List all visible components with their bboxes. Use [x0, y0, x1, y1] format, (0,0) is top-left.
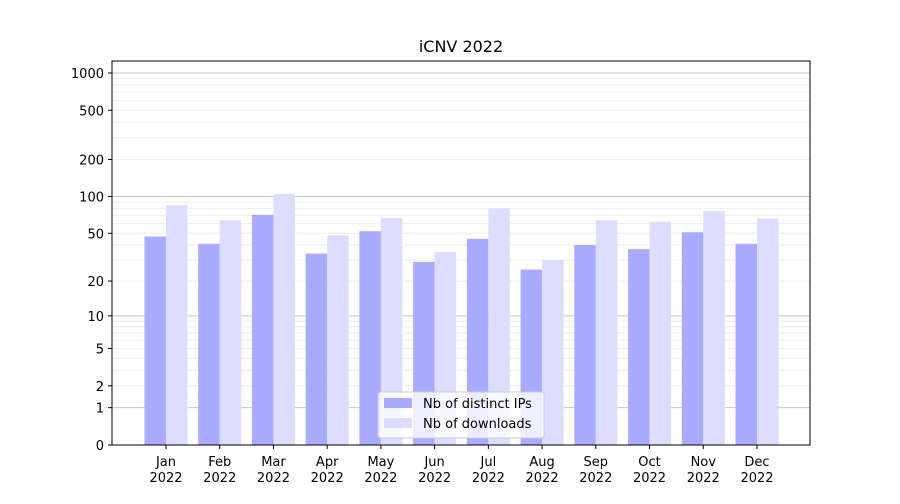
bar-distinct-ips — [681, 232, 704, 445]
y-tick-label: 200 — [79, 153, 104, 168]
bar-distinct-ips — [359, 231, 381, 445]
x-tick-label: 2022 — [203, 471, 236, 486]
y-tick-label: 50 — [87, 227, 104, 242]
legend: Nb of distinct IPs Nb of downloads — [377, 391, 545, 439]
legend-swatch — [384, 418, 412, 428]
legend-box — [377, 391, 545, 439]
x-tick-label: Oct — [638, 455, 660, 470]
x-tick-label: 2022 — [526, 471, 559, 486]
bar-downloads — [649, 221, 672, 445]
legend-label: Nb of downloads — [423, 417, 532, 432]
x-tick-label: 2022 — [740, 471, 773, 486]
bar-downloads — [219, 220, 242, 445]
bar-distinct-ips — [574, 245, 596, 445]
bar-downloads — [166, 205, 188, 445]
y-tick-label: 2 — [96, 380, 104, 395]
bar-downloads — [595, 220, 618, 445]
chart-title: iCNV 2022 — [419, 37, 503, 56]
bar-distinct-ips — [251, 214, 274, 445]
x-tick-label: 2022 — [579, 471, 612, 486]
x-tick-label: Feb — [208, 455, 231, 470]
x-tick-label: 2022 — [418, 471, 451, 486]
bar-downloads — [273, 193, 295, 445]
x-tick-label: 2022 — [472, 471, 505, 486]
x-tick-label: Apr — [316, 455, 339, 470]
bar-downloads — [380, 217, 403, 445]
bar-distinct-ips — [198, 243, 220, 445]
x-tick-label: Jul — [480, 455, 497, 470]
legend-label: Nb of distinct IPs — [423, 397, 532, 412]
y-tick-label: 5 — [96, 343, 104, 358]
x-tick-label: Jun — [423, 455, 444, 470]
y-tick-label: 1000 — [71, 67, 104, 82]
bar-downloads — [703, 211, 725, 445]
bar-distinct-ips — [628, 249, 650, 445]
bar-downloads — [542, 260, 564, 445]
x-tick-label: Aug — [529, 455, 554, 470]
x-tick-label: 2022 — [687, 471, 720, 486]
x-tick-label: Dec — [744, 455, 769, 470]
plot-frame — [111, 60, 811, 446]
legend-swatch — [384, 398, 412, 408]
x-tick-label: 2022 — [364, 471, 397, 486]
y-tick-label: 500 — [79, 104, 104, 119]
bar-distinct-ips — [144, 236, 166, 445]
y-tick-label: 20 — [87, 275, 104, 290]
y-tick-label: 0 — [96, 439, 104, 454]
bar-distinct-ips — [735, 243, 757, 445]
bar-distinct-ips — [305, 253, 328, 445]
x-tick-label: 2022 — [149, 471, 182, 486]
y-tick-label: 100 — [79, 191, 104, 206]
x-tick-label: May — [367, 455, 394, 470]
bar-downloads — [757, 218, 779, 445]
x-tick-label: 2022 — [311, 471, 344, 486]
x-tick-label: 2022 — [633, 471, 666, 486]
x-tick-label: Jan — [155, 455, 176, 470]
x-tick-label: Sep — [584, 455, 609, 470]
y-tick-label: 10 — [87, 310, 104, 325]
x-tick-label: Nov — [691, 455, 717, 470]
x-tick-label: Mar — [261, 455, 286, 470]
y-tick-label: 1 — [96, 402, 104, 417]
bar-downloads — [327, 235, 349, 445]
x-tick-label: 2022 — [257, 471, 290, 486]
bar-downloads — [488, 208, 510, 445]
